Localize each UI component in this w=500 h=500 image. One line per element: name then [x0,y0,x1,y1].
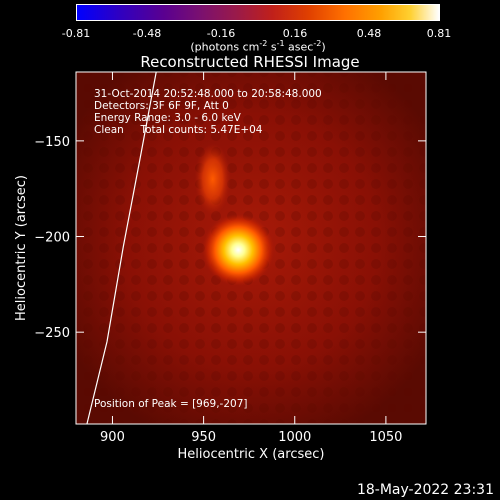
colorbar-tick-label: -0.81 [61,27,91,40]
info-energy-range: Energy Range: 3.0 - 6.0 keV [94,112,241,124]
colorbar-tick-label: -0.48 [132,27,162,40]
solar-limb-curve [86,72,157,424]
colorbar-tick-label: 0.81 [426,27,452,40]
colorbar-unit-label: (photons cm-2 s-1 asec-2) [190,39,326,54]
colorbar-tick-label: 0.48 [356,27,382,40]
peak-source [202,213,275,286]
y-tick-label: −250 [34,326,70,341]
y-tick-label: −150 [34,135,70,150]
y-axis-label: Heliocentric Y (arcsec) [14,175,29,321]
x-tick-label: 1050 [369,430,402,445]
info-total-counts: Clean Total counts: 5.47E+04 [94,124,263,136]
timestamp: 18-May-2022 23:31 [356,482,494,498]
info-time-range: 31-Oct-2014 20:52:48.000 to 20:58:48.000 [94,88,322,100]
y-tick-label: −200 [34,231,70,246]
x-tick-label: 900 [100,430,125,445]
info-detectors: Detectors: 3F 6F 9F, Att 0 [94,100,229,112]
x-axis-label: Heliocentric X (arcsec) [178,447,325,462]
x-tick-label: 950 [191,430,216,445]
chart-title: Reconstructed RHESSI Image [140,53,360,71]
x-tick-label: 1000 [278,430,311,445]
colorbar-tick-label: 0.16 [282,27,308,40]
colorbar [76,4,440,21]
colorbar-tick-label: -0.16 [206,27,236,40]
peak-position-label: Position of Peak = [969,-207] [94,398,248,410]
plot-frame [75,71,427,425]
secondary-source [194,143,231,216]
